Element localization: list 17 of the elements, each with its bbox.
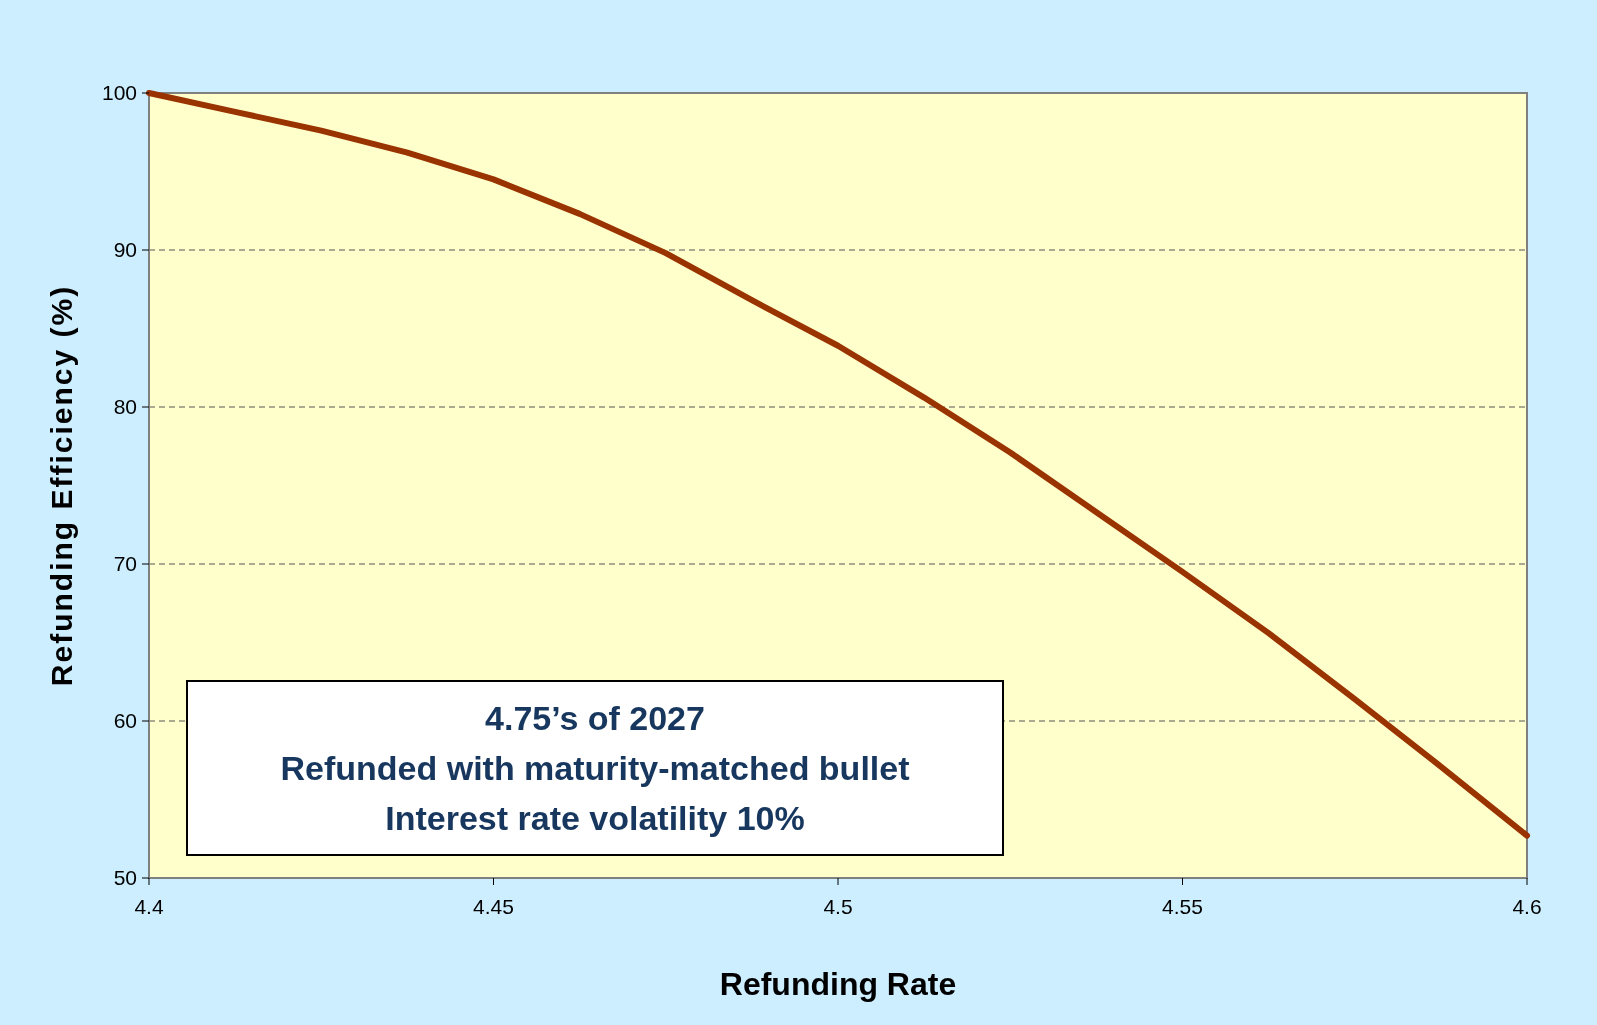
x-tick-label: 4.6 bbox=[1512, 895, 1542, 918]
annotation: Interest rate volatility 10% bbox=[385, 799, 805, 837]
y-tick-label: 50 bbox=[113, 866, 137, 890]
x-tick-label: 4.4 bbox=[134, 895, 164, 918]
y-tick-label: 60 bbox=[113, 709, 137, 733]
x-axis-title: Refunding Rate bbox=[719, 966, 957, 1002]
y-axis-title: Refunding Efficiency (%) bbox=[45, 284, 78, 687]
x-tick-label: 4.45 bbox=[473, 895, 514, 918]
y-tick-label: 90 bbox=[113, 238, 137, 262]
y-tick-label: 80 bbox=[113, 395, 137, 419]
x-tick-label: 4.5 bbox=[823, 895, 853, 918]
annotation: Refunded with maturity-matched bullet bbox=[280, 749, 910, 787]
y-tick-label: 70 bbox=[113, 552, 137, 576]
y-tick-label: 100 bbox=[101, 81, 137, 105]
note-box: 4.75’s of 2027 Refunded with maturity-matched bullet Interest rate volatility 10% bbox=[186, 680, 1004, 856]
x-tick-label: 4.55 bbox=[1162, 895, 1203, 918]
annotation: 4.75’s of 2027 bbox=[485, 699, 705, 737]
